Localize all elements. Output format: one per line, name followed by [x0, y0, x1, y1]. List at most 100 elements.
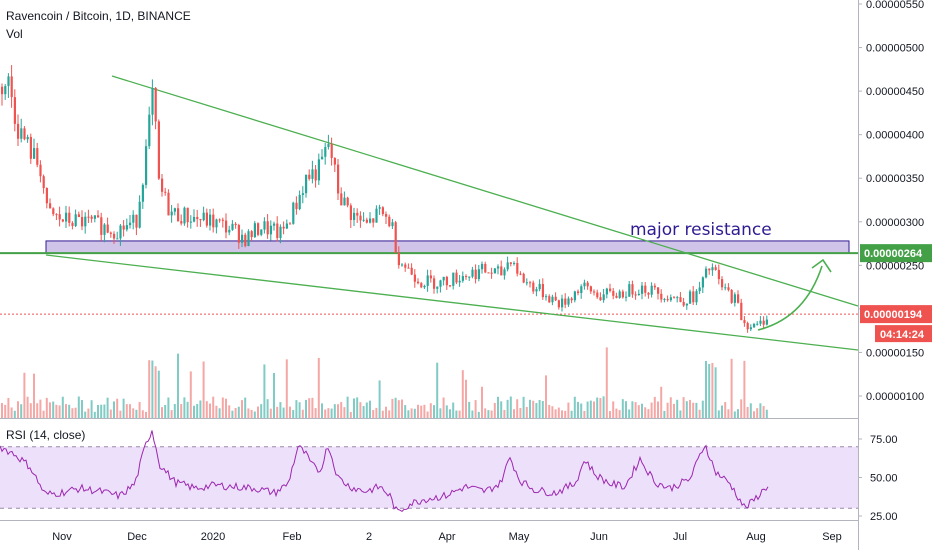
volume-bar [39, 399, 42, 418]
candle-body [45, 188, 48, 204]
candle-body [567, 298, 570, 305]
candle-body [385, 214, 388, 217]
price-axis-label: 0.00000550 [866, 0, 924, 11]
price-axis-label: 0.00000150 [866, 347, 924, 359]
candle-body [692, 291, 695, 303]
volume-bar [381, 410, 384, 418]
volume-bar [52, 401, 55, 418]
volume-bar [23, 372, 26, 418]
candle-body [394, 222, 397, 253]
volume-bar [135, 409, 138, 418]
candle-body [445, 276, 448, 286]
candle-body [589, 286, 592, 292]
volume-bar [580, 403, 583, 418]
volume-bar [199, 400, 202, 418]
candle-body [593, 291, 596, 293]
candle-body [557, 300, 560, 308]
candle-body [116, 238, 119, 240]
volume-bar [749, 403, 752, 418]
candle-body [90, 216, 93, 219]
volume-bar [183, 397, 186, 418]
price-axis-label: 0.00000500 [866, 43, 924, 55]
volume-bar [97, 404, 99, 418]
candle-body [625, 296, 628, 298]
candle-body [42, 176, 45, 189]
volume-bar [567, 402, 570, 418]
volume-bar [529, 399, 531, 418]
candle-body [356, 212, 359, 216]
candle-body [74, 214, 77, 226]
candle-body [241, 234, 244, 243]
candle-body [228, 229, 231, 233]
candle-body [289, 223, 292, 225]
volume-bar [7, 397, 10, 418]
candle-body [417, 281, 420, 284]
candle-body [529, 282, 532, 284]
candle-body [465, 276, 468, 278]
candle-body [369, 218, 372, 223]
candle-body [407, 267, 410, 269]
candle-body [260, 229, 263, 235]
volume-bar [225, 398, 227, 418]
volume-bar [410, 408, 413, 418]
candle-body [113, 233, 116, 239]
price-axis-label: 0.00000250 [866, 260, 924, 272]
volume-bar [519, 408, 522, 418]
volume-bar [141, 410, 144, 418]
candle-body [650, 285, 653, 295]
volume-bar [327, 408, 330, 418]
volume-bar [215, 405, 218, 418]
volume-bar [49, 402, 51, 418]
candle-body [263, 221, 266, 230]
volume-bar [525, 406, 528, 418]
volume-bar [714, 367, 717, 418]
candle-body [548, 296, 551, 303]
candle-body [84, 216, 87, 227]
volume-bar [285, 359, 288, 418]
candle-body [164, 191, 167, 193]
candle-body [695, 291, 698, 303]
volume-bar [132, 408, 135, 418]
candle-body [420, 283, 423, 288]
volume-bar [237, 406, 240, 418]
candle-body [276, 223, 279, 239]
volume-bar [426, 411, 429, 418]
candle-body [161, 178, 164, 192]
volume-bar [298, 402, 301, 418]
candle-body [39, 164, 42, 177]
candle-body [215, 219, 218, 228]
candle-body [375, 208, 378, 223]
volume-bar [218, 408, 221, 418]
volume-bar [65, 404, 67, 418]
candle-body [378, 207, 381, 209]
candle-body [762, 320, 765, 325]
volume-bar [401, 399, 403, 418]
volume-bar [509, 396, 512, 418]
candle-body [490, 272, 493, 274]
volume-bar [170, 410, 173, 418]
candle-body [145, 146, 148, 185]
volume-bar [433, 405, 435, 418]
candle-body [157, 121, 160, 179]
volume-bar [685, 401, 688, 418]
volume-bar [273, 372, 275, 418]
volume-bar [625, 401, 627, 418]
volume-bar [375, 407, 378, 418]
candle-body [337, 164, 340, 194]
volume-bar [209, 403, 211, 418]
volume-bar [599, 398, 602, 418]
candle-body [737, 294, 740, 303]
candle-body [701, 277, 704, 288]
candle-body [474, 269, 477, 280]
time-axis-label: Apr [438, 531, 455, 543]
candle-body [522, 273, 525, 283]
candle-body [516, 262, 519, 274]
volume-bar [733, 411, 736, 418]
candle-body [273, 223, 276, 226]
rsi-axis-label: 25.00 [870, 511, 898, 523]
volume-bar [173, 404, 176, 418]
candle-body [666, 299, 669, 301]
volume-bar [113, 401, 115, 418]
resistance-price-badge [860, 244, 932, 263]
